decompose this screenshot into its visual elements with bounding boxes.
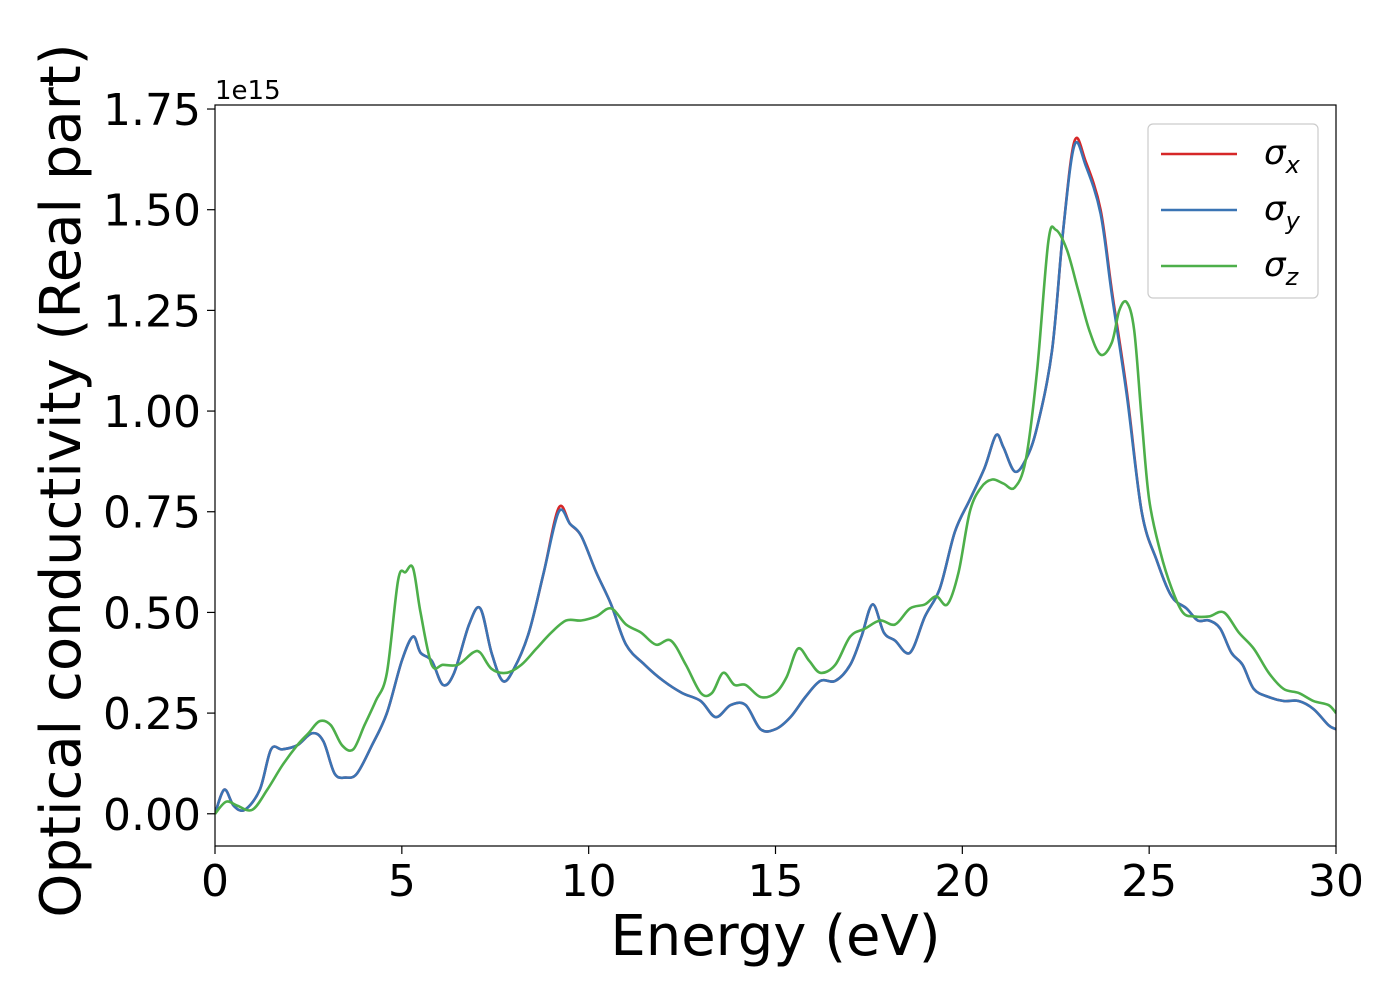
y-tick-label: 0.75 — [103, 488, 201, 539]
y-tick-label: 1.50 — [103, 186, 201, 237]
x-tick-label: 10 — [561, 856, 617, 907]
legend-label-x: σx — [1264, 133, 1301, 179]
legend: σx σy σz — [1147, 123, 1319, 299]
y-tick-label: 0.25 — [103, 689, 201, 740]
legend-label-y: σy — [1264, 189, 1301, 235]
x-tick-label: 5 — [388, 856, 416, 907]
x-tick-label: 25 — [1121, 856, 1177, 907]
x-tick-label: 20 — [934, 856, 990, 907]
y-tick-label: 0.50 — [103, 588, 201, 639]
y-axis-label: Optical conductivity (Real part) — [29, 43, 94, 917]
y-offset-label: 1e15 — [215, 76, 281, 106]
y-tick-label: 1.75 — [103, 85, 201, 136]
y-tick-label: 1.00 — [103, 387, 201, 438]
ticks-layer: 0 5 10 15 20 25 30 0.00 0.25 0.50 0.75 1.00 1.25 1.50… — [103, 85, 1364, 907]
x-tick-label: 0 — [201, 856, 229, 907]
x-tick-label: 30 — [1308, 856, 1364, 907]
y-tick-label: 0.00 — [103, 790, 201, 841]
x-tick-label: 15 — [748, 856, 804, 907]
x-axis-label: Energy (eV) — [610, 904, 940, 969]
series-layer — [215, 136, 1336, 815]
y-tick-label: 1.25 — [103, 286, 201, 337]
series-line-y — [215, 140, 1336, 815]
series-line-z — [215, 225, 1336, 815]
legend-label-z: σz — [1264, 245, 1300, 291]
